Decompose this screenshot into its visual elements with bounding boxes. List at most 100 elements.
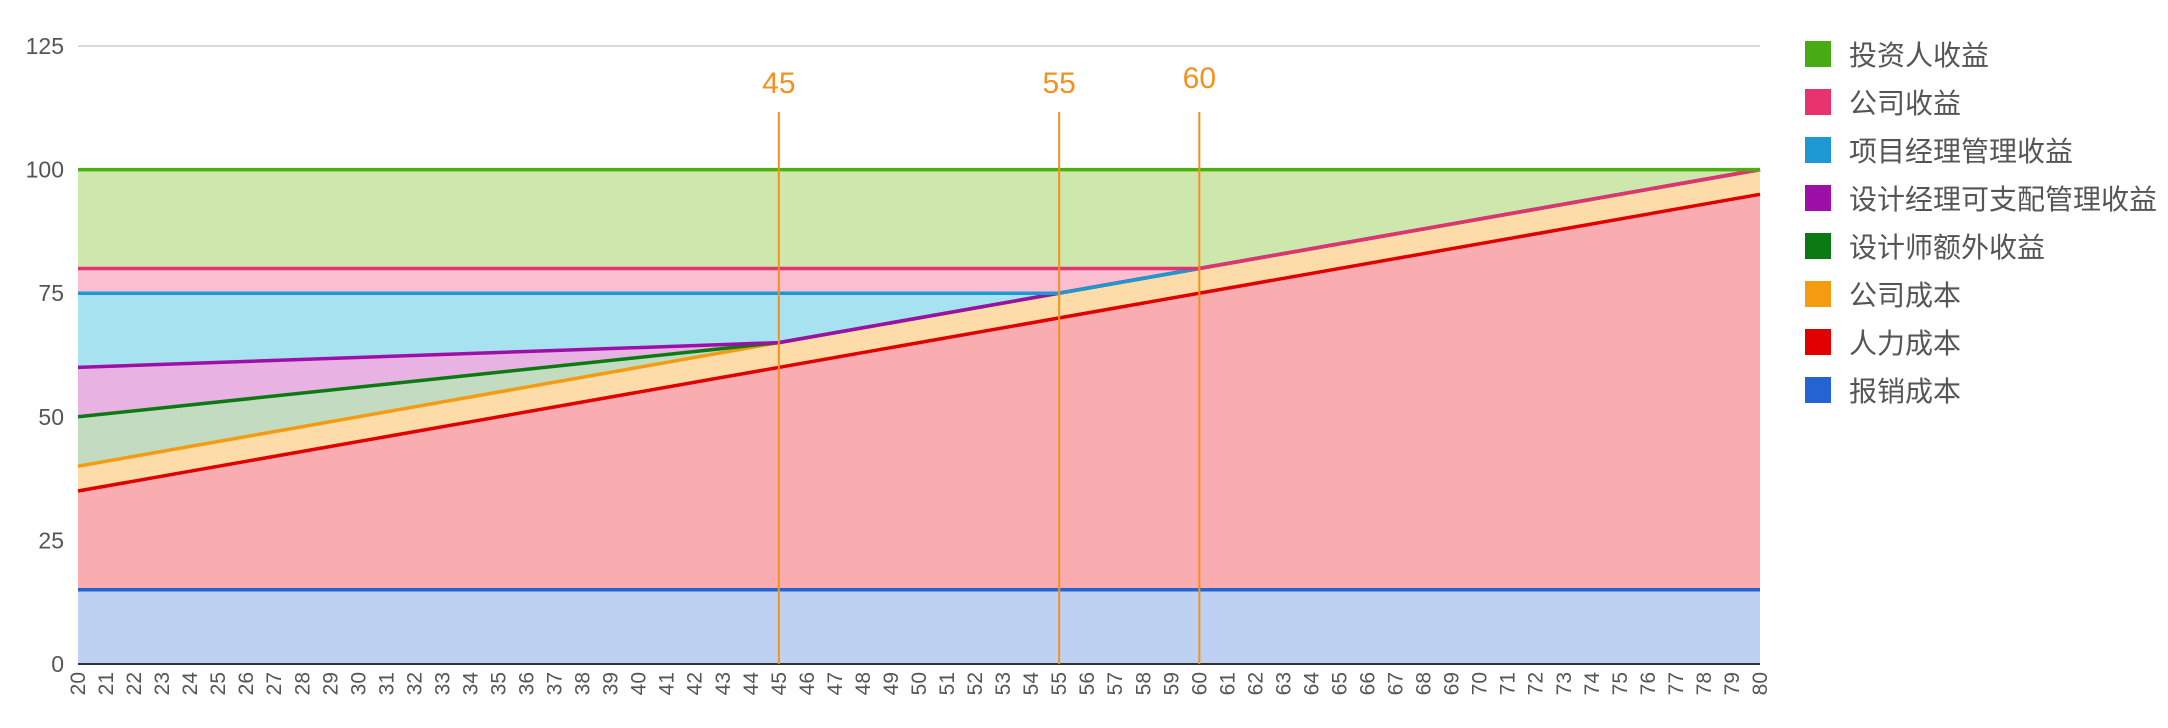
marker-label: 60 [1183, 62, 1216, 95]
area-band [78, 589, 1760, 664]
legend-item: 设计经理可支配管理收益 [1805, 174, 2157, 222]
x-tick-label: 31 [375, 672, 398, 695]
x-tick-label: 54 [1020, 672, 1043, 696]
legend-swatch [1805, 137, 1831, 163]
area-band [78, 169, 1760, 294]
x-tick-label: 46 [796, 672, 819, 695]
series-line [77, 192, 1761, 493]
x-tick-label: 73 [1553, 672, 1576, 695]
legend-item: 人力成本 [1805, 318, 2157, 366]
legend-item: 公司成本 [1805, 270, 2157, 318]
legend-swatch [1805, 233, 1831, 259]
x-tick-label: 57 [1104, 672, 1127, 695]
x-tick-label: 78 [1693, 672, 1716, 695]
x-tick-label: 41 [656, 672, 679, 695]
x-tick-label: 65 [1329, 672, 1352, 695]
x-tick-label: 72 [1525, 672, 1548, 695]
x-tick-label: 80 [1749, 672, 1772, 695]
x-tick-label: 32 [403, 672, 426, 695]
x-tick-label: 74 [1581, 672, 1604, 696]
legend-label: 公司收益 [1849, 87, 1962, 120]
legend-swatch [1805, 329, 1831, 355]
x-tick-label: 71 [1497, 672, 1520, 695]
y-tick-label: 125 [26, 33, 64, 59]
x-tick-label: 22 [123, 672, 146, 695]
legend-item: 项目经理管理收益 [1805, 126, 2157, 174]
legend-swatch [1805, 281, 1831, 307]
x-tick-label: 79 [1721, 672, 1744, 695]
x-tick-label: 40 [628, 672, 651, 695]
x-tick-label: 76 [1637, 672, 1660, 695]
x-tick-label: 27 [263, 672, 286, 695]
x-tick-label: 61 [1216, 672, 1239, 695]
x-tick-label: 59 [1160, 672, 1183, 695]
legend-swatch [1805, 377, 1831, 403]
marker-label: 55 [1042, 67, 1075, 100]
x-tick-label: 51 [936, 672, 959, 695]
x-tick-label: 53 [992, 672, 1015, 695]
x-tick-label: 35 [488, 672, 511, 695]
legend-item: 报销成本 [1805, 366, 2157, 414]
legend-label: 设计经理可支配管理收益 [1849, 183, 2158, 216]
x-tick-label: 48 [852, 672, 875, 695]
area-band [78, 169, 1760, 269]
x-tick-label: 63 [1272, 672, 1295, 695]
y-tick-label: 0 [51, 651, 64, 677]
x-tick-label: 25 [207, 672, 230, 695]
x-tick-label: 44 [740, 672, 763, 696]
legend-label: 人力成本 [1849, 327, 1962, 360]
legend-swatch [1805, 41, 1831, 67]
marker-label: 45 [762, 67, 795, 100]
x-tick-label: 30 [347, 672, 370, 695]
x-tick-label: 55 [1048, 672, 1071, 695]
legend-label: 公司成本 [1849, 279, 1962, 312]
x-tick-label: 33 [431, 672, 454, 695]
series-lines [77, 167, 1761, 592]
x-tick-label: 23 [151, 672, 174, 695]
y-tick-label: 25 [38, 527, 64, 553]
legend: 投资人收益 公司收益 项目经理管理收益 设计经理可支配管理收益 设计师额外收益 … [1805, 30, 2157, 414]
area-band [78, 194, 1760, 590]
legend-item: 投资人收益 [1805, 30, 2157, 78]
legend-swatch [1805, 89, 1831, 115]
x-tick-label: 36 [516, 672, 539, 695]
area-band [78, 169, 1760, 417]
area-band [78, 169, 1760, 491]
x-tick-label: 21 [95, 672, 118, 695]
x-tick-label: 24 [179, 672, 202, 696]
legend-label: 投资人收益 [1849, 39, 1990, 72]
x-tick-label: 49 [880, 672, 903, 695]
x-tick-label: 29 [319, 672, 342, 695]
x-tick-label: 42 [684, 672, 707, 695]
x-tick-label: 26 [235, 672, 258, 695]
area-fills [78, 169, 1760, 664]
legend-label: 报销成本 [1849, 375, 1962, 408]
x-tick-label: 37 [544, 672, 567, 695]
x-tick-label: 28 [291, 672, 314, 695]
x-tick-label: 45 [768, 672, 791, 695]
legend-label: 项目经理管理收益 [1849, 135, 2074, 168]
x-tick-label: 43 [712, 672, 735, 695]
legend-label: 设计师额外收益 [1849, 231, 2046, 264]
x-tick-label: 68 [1413, 672, 1436, 695]
x-tick-label: 66 [1357, 672, 1380, 695]
x-tick-label: 38 [572, 672, 595, 695]
y-tick-label: 75 [38, 280, 64, 306]
x-tick-label: 62 [1244, 672, 1267, 695]
x-tick-label: 56 [1076, 672, 1099, 695]
x-tick-label: 77 [1665, 672, 1688, 695]
x-tick-label: 20 [67, 672, 90, 695]
x-tick-label: 69 [1441, 672, 1464, 695]
x-tick-label: 39 [600, 672, 623, 695]
y-tick-label: 100 [26, 157, 64, 183]
legend-swatch [1805, 185, 1831, 211]
vertical-markers: 45 55 60 [762, 62, 1216, 664]
legend-item: 公司收益 [1805, 78, 2157, 126]
x-tick-label: 70 [1469, 672, 1492, 695]
x-tick-label: 58 [1132, 672, 1155, 695]
x-tick-label: 75 [1609, 672, 1632, 695]
area-band [78, 169, 1760, 368]
x-tick-label: 60 [1188, 672, 1211, 695]
